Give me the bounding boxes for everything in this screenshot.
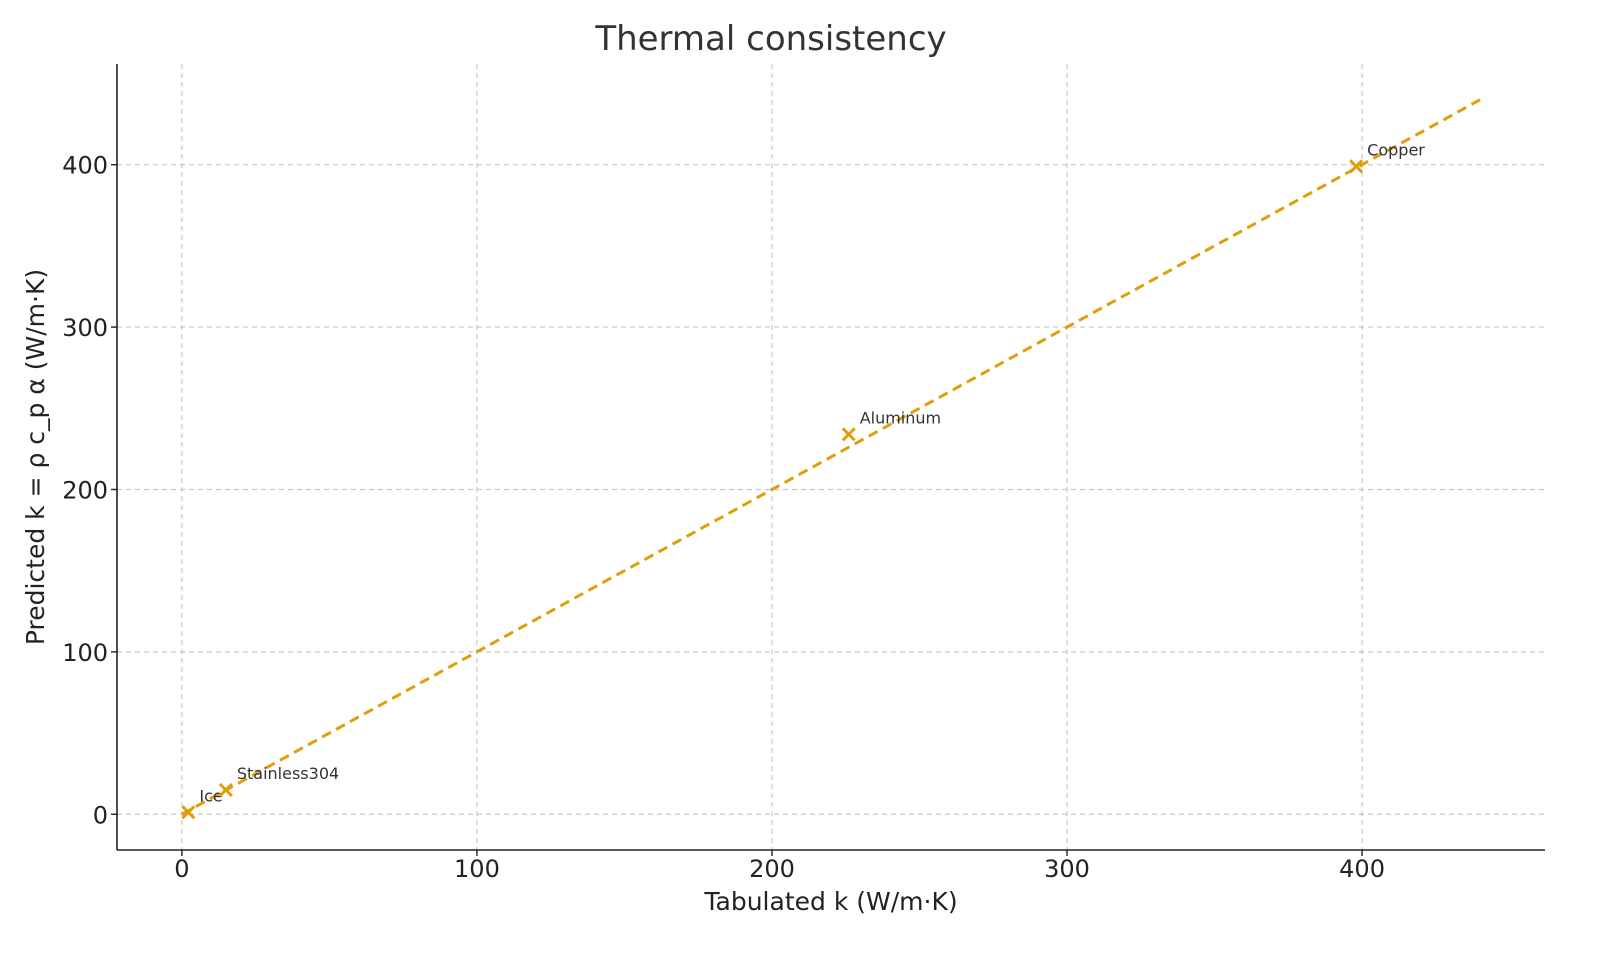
- x-tick-label: 400: [1339, 855, 1385, 883]
- y-tick-label: 400: [62, 152, 108, 180]
- point-marker-stroke: [1349, 159, 1364, 174]
- reference-line-layer: [181, 98, 1481, 816]
- y-tick-label: 100: [62, 639, 108, 667]
- point-label: Copper: [1367, 140, 1425, 159]
- x-tick-label: 0: [174, 855, 189, 883]
- point-label: Aluminum: [860, 408, 941, 427]
- point-marker-stroke: [181, 805, 196, 820]
- data-point: [218, 782, 233, 797]
- point-label: Stainless304: [237, 764, 339, 783]
- x-tick-label: 200: [749, 855, 795, 883]
- x-tick-label: 300: [1044, 855, 1090, 883]
- point-marker-stroke: [841, 427, 856, 442]
- data-point: [841, 427, 856, 442]
- grid-layer: [117, 64, 1545, 850]
- data-point: [181, 805, 196, 820]
- axis-layer: 0 100 200 300 400 0 100 200 300 400: [62, 64, 1545, 883]
- point-marker-stroke: [218, 782, 233, 797]
- chart-title: Thermal consistency: [594, 19, 946, 59]
- y-axis-label: Predicted k = ρ c_p α (W/m·K): [21, 269, 50, 645]
- data-point: [1349, 159, 1364, 174]
- y-tick-label: 0: [93, 801, 108, 829]
- x-tick-label: 100: [454, 855, 500, 883]
- marker-layer: Ice Stainless304 Aluminum Copper: [181, 140, 1425, 820]
- reference-line: [181, 98, 1481, 816]
- y-tick-label: 200: [62, 476, 108, 504]
- x-axis-label: Tabulated k (W/m·K): [703, 887, 957, 916]
- y-tick-label: 300: [62, 314, 108, 342]
- point-label: Ice: [199, 786, 222, 805]
